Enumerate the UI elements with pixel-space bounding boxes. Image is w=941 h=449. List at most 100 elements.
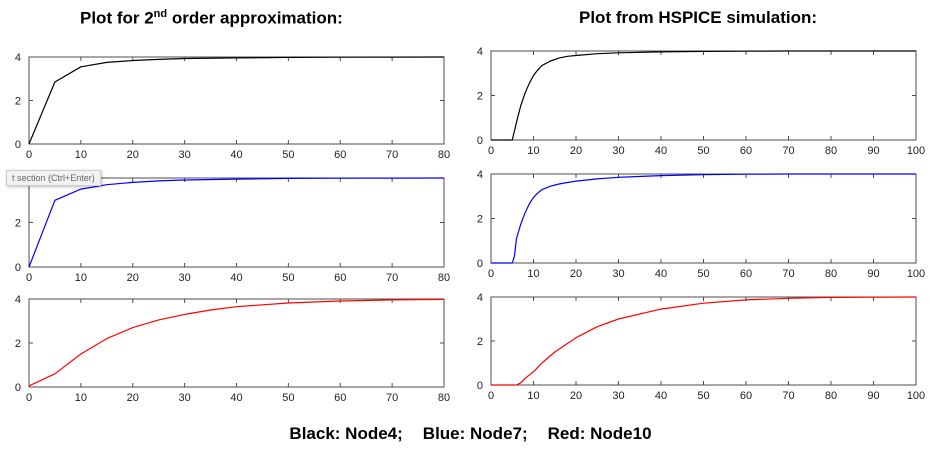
- x-tick-label: 0: [26, 149, 32, 161]
- left-heading-suffix: order approximation:: [167, 8, 343, 28]
- x-tick-label: 80: [825, 390, 837, 402]
- x-tick-label: 60: [334, 149, 346, 161]
- x-tick-label: 40: [230, 272, 242, 284]
- x-tick-label: 30: [179, 392, 191, 404]
- plot-frame: [490, 173, 917, 264]
- legend-caption-red: Red: Node10: [547, 424, 652, 443]
- series-line: [28, 298, 445, 387]
- right-heading: Plot from HSPICE simulation:: [579, 8, 818, 27]
- x-tick-label: 20: [570, 268, 582, 280]
- left-heading-superscript: nd: [153, 8, 168, 20]
- x-tick-label: 40: [655, 390, 667, 402]
- series-line: [491, 173, 916, 264]
- x-tick-label: 0: [488, 390, 494, 402]
- x-tick-label: 40: [655, 268, 667, 280]
- x-tick-label: 90: [867, 268, 879, 280]
- x-tick-label: 50: [697, 145, 709, 157]
- x-tick-label: 70: [782, 390, 794, 402]
- y-tick-label: 4: [15, 52, 21, 64]
- x-tick-label: 80: [825, 268, 837, 280]
- x-tick-label: 30: [612, 268, 624, 280]
- chart-panel-5: 0 10 20 30 40 50 60 70 80 0 2 4: [15, 294, 450, 404]
- x-tick-label: 10: [527, 268, 539, 280]
- x-tick-label: 10: [527, 390, 539, 402]
- x-tick-label: 10: [75, 392, 87, 404]
- x-tick-label: 20: [127, 149, 139, 161]
- x-tick-label: 80: [438, 392, 450, 404]
- x-tick-label: 0: [26, 272, 32, 284]
- x-tick-label: 90: [867, 145, 879, 157]
- plot-frame: [28, 298, 445, 388]
- y-tick-label: 2: [477, 91, 483, 103]
- x-tick-label: 0: [488, 145, 494, 157]
- y-tick-label: 2: [15, 96, 21, 108]
- chart-panel-4: 0 10 20 30 40 50 60 70 80 90 100 0 2 4: [477, 169, 925, 280]
- x-tick-label: 30: [612, 145, 624, 157]
- x-tick-label: 0: [26, 392, 32, 404]
- x-tick-label: 50: [282, 392, 294, 404]
- x-tick-label: 70: [386, 392, 398, 404]
- x-tick-label: 60: [740, 145, 752, 157]
- x-tick-label: 60: [334, 392, 346, 404]
- x-tick-label: 50: [282, 149, 294, 161]
- series-line: [28, 177, 445, 268]
- x-tick-label: 30: [612, 390, 624, 402]
- chart-panel-2: 0 10 20 30 40 50 60 70 80 90 100 0 2 4: [477, 46, 925, 157]
- x-tick-label: 80: [438, 272, 450, 284]
- x-tick-label: 100: [907, 268, 925, 280]
- x-tick-label: 70: [386, 272, 398, 284]
- x-tick-label: 50: [697, 268, 709, 280]
- x-tick-label: 80: [825, 145, 837, 157]
- plot-frame: [490, 296, 917, 386]
- x-tick-label: 40: [230, 149, 242, 161]
- legend-caption-black: Black: Node4;: [289, 424, 403, 443]
- x-tick-label: 30: [179, 149, 191, 161]
- chart-panel-6: 0 10 20 30 40 50 60 70 80 90 100 0 2 4: [477, 292, 925, 402]
- x-tick-label: 20: [570, 145, 582, 157]
- plot-frame: [28, 177, 445, 268]
- x-tick-label: 10: [75, 272, 87, 284]
- y-tick-label: 2: [477, 336, 483, 348]
- x-tick-label: 80: [438, 149, 450, 161]
- y-tick-label: 2: [477, 214, 483, 226]
- left-heading-prefix: Plot for 2: [80, 8, 154, 28]
- plot-frame: [28, 56, 445, 145]
- x-tick-label: 0: [488, 268, 494, 280]
- x-tick-label: 10: [527, 145, 539, 157]
- y-tick-label: 0: [477, 258, 483, 270]
- x-tick-label: 50: [282, 272, 294, 284]
- y-tick-label: 4: [477, 169, 483, 181]
- x-tick-label: 20: [127, 392, 139, 404]
- series-line: [491, 50, 916, 141]
- x-tick-label: 70: [386, 149, 398, 161]
- x-tick-label: 20: [570, 390, 582, 402]
- y-tick-label: 2: [15, 218, 21, 230]
- x-tick-label: 60: [740, 268, 752, 280]
- plot-frame: [490, 50, 917, 141]
- chart-panel-1: 0 10 20 30 40 50 60 70 80 0 2 4: [15, 52, 450, 161]
- x-tick-label: 90: [867, 390, 879, 402]
- x-tick-label: 70: [782, 145, 794, 157]
- legend-caption-blue: Blue: Node7;: [422, 424, 528, 443]
- y-tick-label: 0: [15, 139, 21, 151]
- legend-caption: Black: Node4; Blue: Node7; Red: Node10: [0, 424, 941, 444]
- x-tick-label: 60: [740, 390, 752, 402]
- left-heading: Plot for 2nd order approximation:: [80, 8, 343, 29]
- x-tick-label: 60: [334, 272, 346, 284]
- x-tick-label: 40: [230, 392, 242, 404]
- tooltip-popup: t section (Ctrl+Enter): [6, 170, 101, 186]
- series-line: [28, 56, 445, 145]
- y-tick-label: 0: [15, 382, 21, 394]
- x-tick-label: 50: [697, 390, 709, 402]
- x-tick-label: 10: [75, 149, 87, 161]
- y-tick-label: 0: [477, 135, 483, 147]
- x-tick-label: 20: [127, 272, 139, 284]
- x-tick-label: 40: [655, 145, 667, 157]
- y-tick-label: 0: [15, 262, 21, 274]
- x-tick-label: 70: [782, 268, 794, 280]
- y-tick-label: 4: [15, 294, 21, 306]
- x-tick-label: 100: [907, 145, 925, 157]
- y-tick-label: 0: [477, 380, 483, 392]
